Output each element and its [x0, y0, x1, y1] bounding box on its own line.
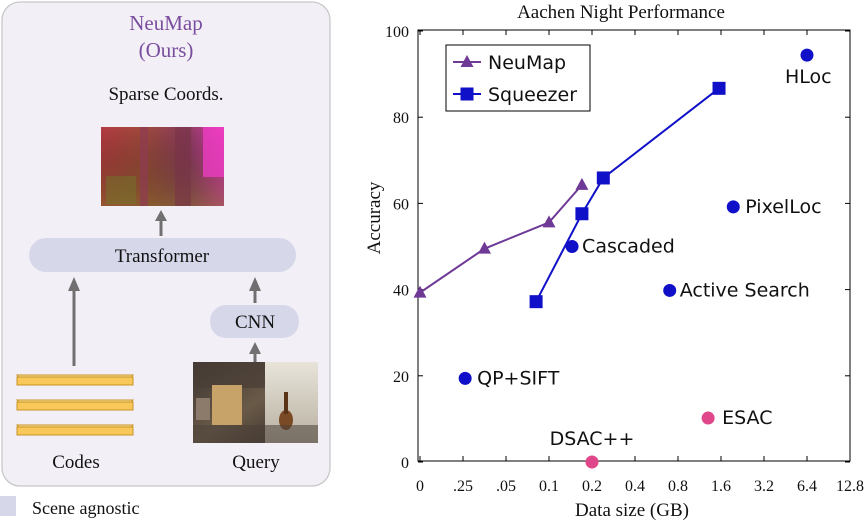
x-tick-label: 1.6	[711, 478, 731, 495]
point-label: QP+SIFT	[477, 367, 560, 389]
transformer-label: Transformer	[115, 246, 210, 267]
query-label: Query	[232, 452, 280, 473]
x-axis: 0 .25 .05 0.1 0.2 0.4 0.8 1.6 3.2 6.4 12.8	[416, 30, 864, 495]
sparse-coords-image	[101, 127, 224, 206]
y-tick-label: 60	[393, 196, 409, 213]
series-point-neumap	[542, 215, 556, 228]
method-title: NeuMap	[129, 11, 202, 35]
output-label: Sparse Coords.	[108, 84, 223, 105]
point-active-search	[663, 283, 677, 297]
code-strip	[15, 424, 135, 436]
point-dsac-	[585, 455, 599, 469]
legend-swatch-scene-agnostic	[0, 496, 16, 516]
point-pixelloc	[726, 200, 740, 214]
legend-marker	[460, 87, 474, 101]
series-line-squeezer	[535, 87, 720, 303]
x-tick-label: 0.2	[582, 478, 602, 495]
point-label: Cascaded	[582, 236, 675, 258]
x-tick-label: 12.8	[836, 478, 864, 495]
code-strip	[15, 399, 135, 411]
arrow-head-codes	[68, 277, 80, 291]
point-label: ESAC	[722, 407, 772, 429]
y-axis-label: Accuracy	[364, 181, 385, 254]
series-point-squeezer	[712, 81, 726, 95]
point-hloc	[800, 48, 814, 62]
chart-legend: NeuMap Squeezer	[445, 44, 591, 112]
legend-marker	[460, 55, 474, 67]
series-point-neumap	[478, 241, 491, 254]
x-tick-label: 0.4	[625, 478, 645, 495]
legend-label-scene-agnostic: Scene agnostic	[32, 498, 139, 518]
x-tick-label: 0.1	[539, 478, 559, 495]
y-tick-label: 20	[393, 369, 409, 386]
y-tick-label: 80	[393, 110, 409, 127]
code-strip	[15, 374, 135, 386]
x-tick-label: 3.2	[754, 478, 774, 495]
point-esac	[701, 411, 715, 425]
cnn-box	[210, 305, 299, 338]
codes-label: Codes	[52, 452, 100, 473]
chart: Aachen Night Performance 0 20 40 60 80 100 0.…	[364, 2, 864, 521]
plot-frame	[417, 29, 851, 462]
legend-box	[445, 44, 591, 112]
x-tick-label: 6.4	[797, 478, 817, 495]
x-tick-label: .05	[496, 478, 516, 495]
method-subtitle: (Ours)	[139, 38, 194, 62]
x-tick-label: 0.8	[668, 478, 688, 495]
cnn-label: CNN	[235, 312, 275, 333]
chart-title: Aachen Night Performance	[517, 2, 725, 23]
legend-label: NeuMap	[488, 52, 566, 74]
point-label: PixelLoc	[745, 196, 821, 218]
series-point-squeezer	[575, 207, 589, 221]
y-tick-label: 40	[393, 283, 409, 300]
point-label: HLoc	[785, 66, 832, 88]
series-point-squeezer	[596, 171, 610, 185]
point-label: Active Search	[680, 279, 810, 301]
y-tick-label: 0	[401, 455, 409, 472]
point-label: DSAC++	[550, 428, 635, 450]
series-layer	[413, 81, 726, 309]
transformer-box	[29, 238, 296, 272]
y-axis: 0 20 40 60 80 100	[385, 24, 850, 472]
series-point-neumap	[413, 285, 427, 298]
point-qp-sift	[458, 371, 472, 385]
point-cascaded	[565, 240, 579, 253]
arrow-head-query	[249, 342, 261, 354]
series-line-neumap	[419, 184, 583, 294]
code-strips	[15, 374, 135, 436]
x-axis-label: Data size (GB)	[575, 500, 689, 521]
series-point-squeezer	[529, 295, 543, 309]
arrow-head-cnn	[249, 277, 261, 291]
x-tick-label: .25	[453, 478, 473, 495]
y-tick-label: 100	[385, 24, 409, 41]
legend-label: Squeezer	[488, 84, 577, 106]
series-point-neumap	[575, 177, 589, 190]
neumap-diagram: NeuMap (Ours) Sparse Coords. Transformer	[0, 1, 331, 518]
x-tick-label: 0	[416, 478, 424, 495]
arrow-head-output	[155, 210, 167, 221]
query-image	[193, 362, 318, 443]
